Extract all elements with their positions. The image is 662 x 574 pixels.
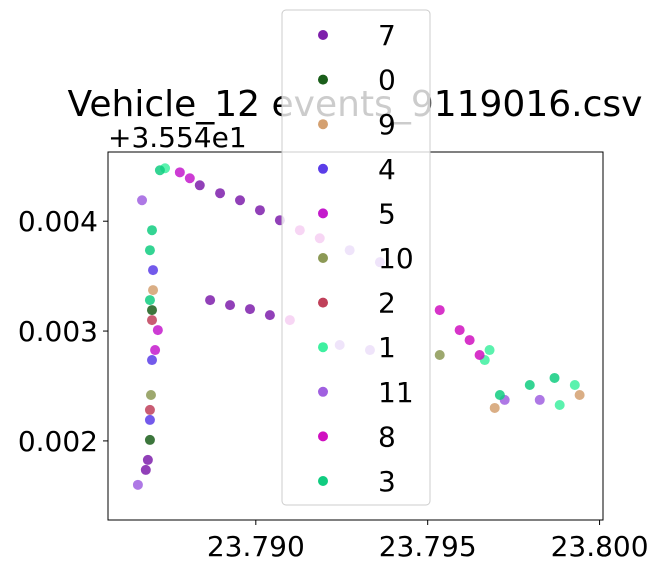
legend-marker xyxy=(318,386,328,397)
scatter-point xyxy=(145,389,156,400)
scatter-point xyxy=(534,394,545,405)
legend-label: 10 xyxy=(378,242,414,275)
scatter-point xyxy=(152,325,163,336)
legend-marker xyxy=(318,342,328,353)
scatter-point xyxy=(205,295,216,306)
scatter-point xyxy=(154,165,165,176)
scatter-point xyxy=(554,399,565,410)
scatter-point xyxy=(147,315,157,326)
scatter-point xyxy=(549,372,560,383)
scatter-point xyxy=(184,173,195,184)
legend-label: 7 xyxy=(378,19,396,52)
scatter-point xyxy=(264,310,275,321)
scatter-point xyxy=(434,350,445,361)
legend-box xyxy=(281,9,431,506)
scatter-point xyxy=(494,389,505,400)
legend-label: 1 xyxy=(378,331,396,364)
scatter-point xyxy=(254,205,265,216)
scatter-point xyxy=(174,167,185,178)
scatter-point xyxy=(132,479,143,490)
scatter-point xyxy=(244,304,255,315)
legend-label: 4 xyxy=(378,153,396,186)
scatter-point xyxy=(569,379,580,390)
scatter-point xyxy=(225,300,236,311)
scatter-point xyxy=(144,295,155,306)
scatter-point xyxy=(434,305,445,316)
scatter-point xyxy=(137,195,148,206)
legend-marker xyxy=(318,297,328,308)
scatter-point xyxy=(484,345,495,356)
scatter-point xyxy=(144,245,155,256)
legend-label: 9 xyxy=(378,108,396,141)
scatter-point xyxy=(464,335,475,346)
legend-label: 8 xyxy=(378,420,396,453)
y-offset-label: +3.554e1 xyxy=(108,121,247,154)
scatter-point xyxy=(140,464,151,475)
x-tick-label: 23.795 xyxy=(379,530,477,563)
scatter-point xyxy=(524,379,535,390)
scatter-point xyxy=(147,355,157,366)
scatter-point xyxy=(574,389,585,400)
x-tick-label: 23.800 xyxy=(551,530,649,563)
scatter-point xyxy=(144,414,155,425)
legend-marker xyxy=(318,476,328,486)
scatter-point xyxy=(148,285,159,296)
legend-label: 2 xyxy=(378,287,396,320)
legend-marker xyxy=(318,431,328,442)
legend-marker xyxy=(318,163,328,174)
scatter-point xyxy=(147,305,157,316)
legend-label: 5 xyxy=(378,197,396,230)
scatter-point xyxy=(144,404,155,415)
legend-marker xyxy=(318,119,328,130)
y-tick-label: 0.002 xyxy=(18,425,98,458)
scatter-point xyxy=(489,402,500,413)
scatter-point xyxy=(144,434,155,445)
scatter-point xyxy=(142,454,153,465)
scatter-point xyxy=(150,345,161,356)
legend-marker xyxy=(318,30,328,40)
scatter-point xyxy=(454,325,465,336)
legend-label: 3 xyxy=(378,465,396,498)
scatter-point xyxy=(235,195,245,206)
scatter-point xyxy=(148,265,159,276)
legend-marker xyxy=(318,253,328,263)
legend-marker xyxy=(318,74,328,85)
scatter-point xyxy=(474,350,485,361)
legend-label: 11 xyxy=(378,376,414,409)
y-tick-label: 0.003 xyxy=(18,315,98,348)
legend-marker xyxy=(318,208,328,219)
x-tick-label: 23.790 xyxy=(207,530,305,563)
scatter-point xyxy=(215,188,226,199)
y-tick-label: 0.004 xyxy=(18,205,98,238)
legend-label: 0 xyxy=(378,64,396,97)
scatter-point xyxy=(194,180,205,191)
scatter-point xyxy=(147,225,157,236)
